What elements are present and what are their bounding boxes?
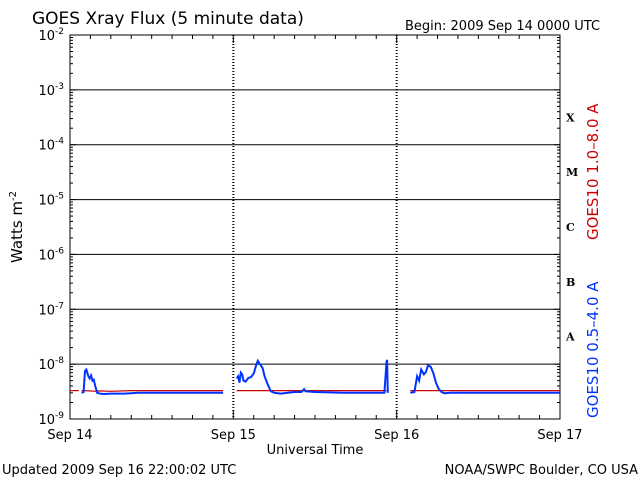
svg-text:GOES10 1.0–8.0 A: GOES10 1.0–8.0 A bbox=[584, 103, 602, 240]
y-tick-label: 10-9 bbox=[38, 411, 64, 428]
x-tick-label: Sep 16 bbox=[374, 428, 419, 443]
data-series bbox=[70, 358, 560, 396]
x-axis-ticks: Sep 14 Sep 15 Sep 16 Sep 17 bbox=[47, 35, 583, 443]
y-tick-label: 10-3 bbox=[38, 82, 64, 99]
horizontal-gridlines bbox=[70, 89, 560, 365]
y-axis-title: Watts m-2 bbox=[8, 191, 26, 263]
series-short-segment-1 bbox=[235, 358, 389, 395]
y-axis-ticks: 10-9 10-8 10-7 10-6 10-5 10-4 10-3 10-2 bbox=[38, 27, 560, 428]
y-tick-label: 10-5 bbox=[38, 192, 64, 209]
flare-class-x: X bbox=[566, 111, 575, 124]
begin-label: Begin: 2009 Sep 14 0000 UTC bbox=[405, 19, 600, 34]
x-tick-label: Sep 15 bbox=[211, 428, 256, 443]
flare-class-labels: X M C B A bbox=[565, 111, 578, 343]
svg-text:GOES10 0.5–4.0 A: GOES10 0.5–4.0 A bbox=[584, 281, 602, 418]
chart-title: GOES Xray Flux (5 minute data) bbox=[32, 9, 304, 29]
plot-frame bbox=[69, 34, 561, 420]
flare-class-a: A bbox=[565, 331, 575, 344]
updated-timestamp: Updated 2009 Sep 16 22:00:02 UTC bbox=[2, 463, 236, 478]
y-tick-label: 10-8 bbox=[38, 356, 64, 373]
flare-class-b: B bbox=[566, 276, 575, 289]
source-credit: NOAA/SWPC Boulder, CO USA bbox=[445, 463, 638, 478]
legend-long-channel: GOES10 1.0–8.0 A bbox=[584, 103, 602, 240]
y-tick-label: 10-2 bbox=[38, 27, 64, 44]
series-short-segment-0 bbox=[81, 367, 224, 396]
series-long-segment-1 bbox=[81, 390, 224, 392]
svg-text:Watts m-2: Watts m-2 bbox=[8, 191, 26, 263]
vertical-gridlines bbox=[232, 35, 398, 419]
flare-class-m: M bbox=[566, 166, 578, 179]
x-axis-title: Universal Time bbox=[267, 443, 364, 458]
y-tick-label: 10-6 bbox=[38, 246, 64, 263]
legend-short-channel: GOES10 0.5–4.0 A bbox=[584, 281, 602, 418]
x-tick-label: Sep 17 bbox=[537, 428, 582, 443]
y-tick-label: 10-4 bbox=[38, 137, 64, 154]
series-short-segment-2 bbox=[410, 363, 560, 395]
x-tick-label: Sep 14 bbox=[47, 428, 92, 443]
flare-class-c: C bbox=[566, 221, 575, 234]
y-tick-label: 10-7 bbox=[38, 301, 64, 318]
